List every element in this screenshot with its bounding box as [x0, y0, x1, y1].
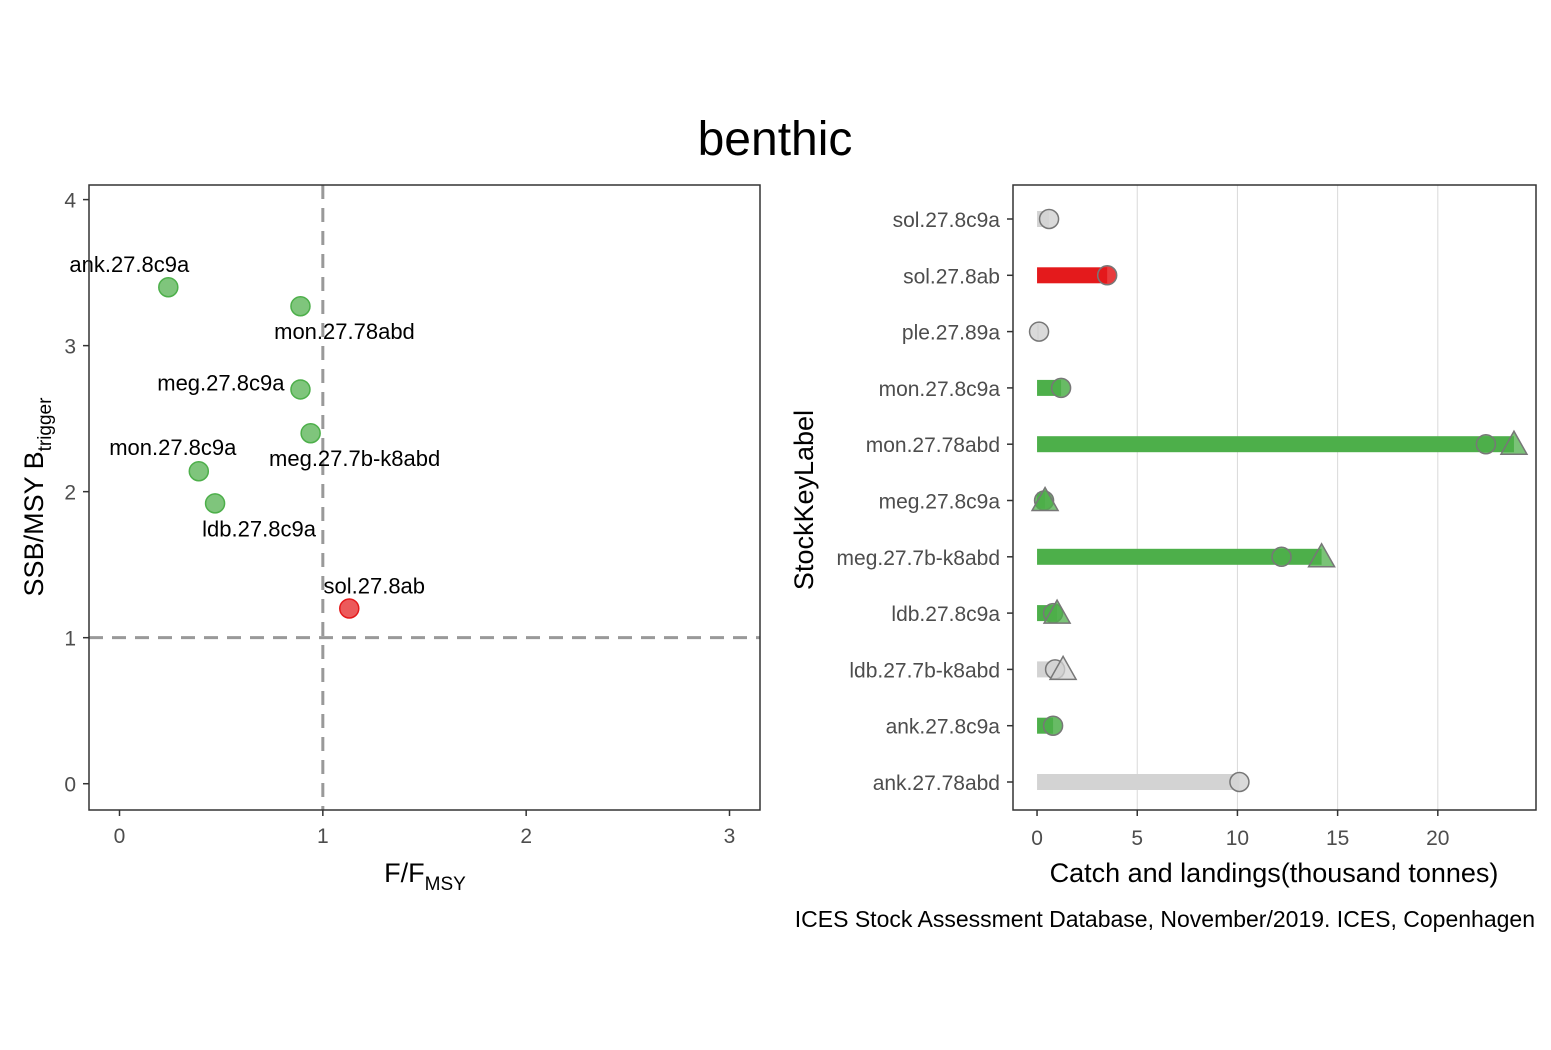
x-axis-ticks: 0 1 2 3	[114, 810, 736, 848]
point-label-mon-27-8c9a: mon.27.8c9a	[109, 435, 237, 460]
bar-x-axis-ticks: 0 5 10 15 20	[1031, 810, 1449, 850]
catch-marker-ldb-27-7b-k8abd	[1048, 654, 1078, 681]
scatter-plot-background	[89, 185, 760, 810]
landings-marker-ank-27-78abd	[1229, 771, 1250, 793]
bar-markers	[1028, 208, 1529, 793]
landings-marker-meg-27-7b-k8abd	[1271, 546, 1292, 568]
point-meg-27-7b-k8abd	[300, 422, 321, 444]
stock-label-meg-27-7b-k8abd: meg.27.7b-k8abd	[837, 547, 1000, 570]
y-tick-label: 2	[64, 482, 76, 505]
stock-label-sol-27-8ab: sol.27.8ab	[903, 265, 1000, 288]
stock-label-ank-27-78abd: ank.27.78abd	[873, 772, 1000, 795]
bar-x-axis-title: Catch and landings(thousand tonnes)	[1050, 858, 1499, 888]
scatter-plot-border	[88, 184, 761, 811]
bar-plot-border	[1012, 184, 1537, 811]
bar-y-axis-title: StockKeyLabel	[789, 410, 819, 590]
y-axis-title-subscript: trigger	[35, 397, 56, 452]
x-axis-title: F/FMSY	[384, 858, 466, 895]
x-tick-label: 3	[724, 825, 736, 848]
landings-marker-mon-27-78abd	[1475, 433, 1497, 455]
catch-marker-meg-27-8c9a	[1030, 485, 1060, 512]
bar-y-axis-ticks: sol.27.8c9a sol.27.8ab ple.27.89a mon.27.8c…	[837, 209, 1013, 795]
bar-x-tick-label: 15	[1326, 827, 1349, 850]
stock-label-ple-27-89a: ple.27.89a	[902, 322, 1000, 345]
stock-label-ank-27-8c9a: ank.27.8c9a	[886, 716, 1001, 739]
point-label-ank-27-8c9a: ank.27.8c9a	[69, 252, 190, 277]
stock-label-sol-27-8c9a: sol.27.8c9a	[893, 209, 1001, 232]
catch-landings-panel: 0 5 10 15 20 sol.27.8c9a sol.27.8ab ple.27.89a…	[789, 184, 1537, 888]
point-ank-27-8c9a	[158, 276, 179, 298]
y-tick-label: 0	[64, 774, 76, 797]
landings-marker-sol-27-8ab	[1096, 265, 1118, 286]
point-ldb-27-8c9a	[204, 493, 226, 514]
landings-marker-sol-27-8c9a	[1038, 208, 1060, 230]
bar-ank-27-78abd	[1037, 774, 1240, 790]
point-meg-27-8c9a	[290, 379, 311, 400]
landings-marker-ank-27-8c9a	[1042, 715, 1064, 736]
y-axis-title: SSB/MSY Btrigger	[19, 397, 56, 597]
stock-label-mon-27-8c9a: mon.27.8c9a	[879, 378, 1001, 401]
x-tick-label: 1	[317, 825, 329, 848]
point-sol-27-8ab	[339, 598, 360, 619]
bar-mon-27-78abd	[1037, 436, 1514, 453]
bar-gridlines	[1136, 185, 1439, 810]
bar-plot-background	[1013, 185, 1536, 810]
reference-lines	[89, 185, 760, 810]
point-mon-27-8c9a	[188, 460, 210, 482]
point-label-meg-27-7b-k8abd: meg.27.7b-k8abd	[269, 446, 440, 471]
bar-meg-27-7b-k8abd	[1037, 548, 1322, 565]
source-caption: ICES Stock Assessment Database, November…	[795, 906, 1535, 932]
bar-x-tick-label: 5	[1131, 827, 1143, 850]
point-mon-27-78abd	[290, 295, 311, 317]
x-tick-label: 2	[520, 825, 532, 848]
bar-x-tick-label: 20	[1426, 827, 1449, 850]
point-label-sol-27-8ab: sol.27.8ab	[324, 573, 426, 598]
figure-title: benthic	[698, 113, 853, 166]
point-label-meg-27-8c9a: meg.27.8c9a	[157, 370, 285, 395]
x-tick-label: 0	[114, 825, 126, 848]
stock-label-ldb-27-7b-k8abd: ldb.27.7b-k8abd	[849, 659, 1000, 682]
y-tick-label: 3	[64, 336, 76, 359]
bar-x-tick-label: 0	[1031, 827, 1043, 850]
y-axis-ticks: 0 1 2 3 4	[64, 190, 89, 797]
point-label-ldb-27-8c9a: ldb.27.8c9a	[202, 516, 317, 541]
stock-label-ldb-27-8c9a: ldb.27.8c9a	[891, 603, 1000, 626]
x-axis-title-main: F/F	[384, 858, 425, 888]
bar-x-tick-label: 10	[1226, 827, 1249, 850]
y-tick-label: 1	[64, 628, 76, 651]
landings-marker-ple-27-89a	[1028, 321, 1050, 342]
y-axis-title-main: SSB/MSY B	[19, 451, 49, 596]
x-axis-title-subscript: MSY	[425, 874, 467, 895]
catch-marker-ldb-27-8c9a	[1042, 598, 1072, 624]
scatter-points	[158, 276, 360, 619]
landings-marker-mon-27-8c9a	[1050, 377, 1072, 399]
catch-marker-meg-27-7b-k8abd	[1307, 542, 1336, 568]
bar-sol-27-8ab	[1037, 267, 1108, 284]
y-tick-label: 4	[64, 190, 76, 213]
stock-label-mon-27-78abd: mon.27.78abd	[866, 434, 1000, 457]
kobe-scatter-panel: ank.27.8c9a mon.27.78abd meg.27.8c9a meg.27…	[19, 184, 761, 895]
bars	[1037, 211, 1514, 790]
stock-label-meg-27-8c9a: meg.27.8c9a	[879, 491, 1001, 514]
point-label-mon-27-78abd: mon.27.78abd	[274, 319, 415, 344]
catch-marker-mon-27-78abd	[1499, 429, 1529, 455]
